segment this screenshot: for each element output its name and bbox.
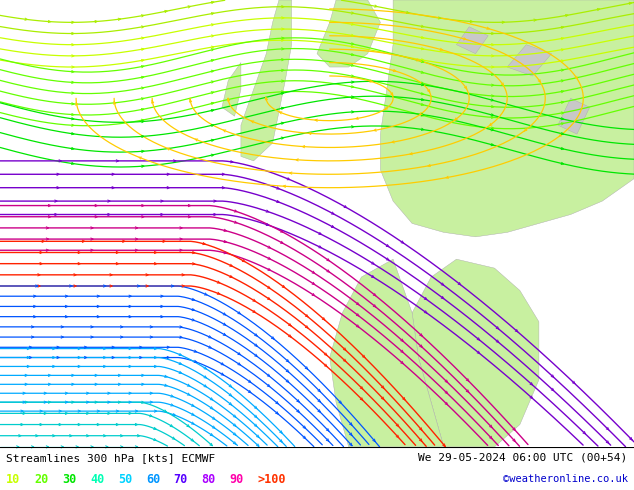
Text: 20: 20 bbox=[34, 473, 48, 486]
Polygon shape bbox=[507, 45, 552, 76]
Polygon shape bbox=[558, 98, 590, 134]
Text: >100: >100 bbox=[257, 473, 286, 486]
Text: 70: 70 bbox=[174, 473, 188, 486]
Polygon shape bbox=[456, 27, 488, 53]
Polygon shape bbox=[380, 0, 634, 237]
Polygon shape bbox=[330, 259, 444, 447]
Text: We 29-05-2024 06:00 UTC (00+54): We 29-05-2024 06:00 UTC (00+54) bbox=[418, 453, 628, 463]
Polygon shape bbox=[317, 0, 380, 67]
Polygon shape bbox=[241, 0, 292, 161]
Polygon shape bbox=[222, 63, 241, 116]
Text: 40: 40 bbox=[90, 473, 104, 486]
Text: 60: 60 bbox=[146, 473, 160, 486]
Text: 10: 10 bbox=[6, 473, 20, 486]
Text: Streamlines 300 hPa [kts] ECMWF: Streamlines 300 hPa [kts] ECMWF bbox=[6, 453, 216, 463]
Text: 50: 50 bbox=[118, 473, 132, 486]
Text: ©weatheronline.co.uk: ©weatheronline.co.uk bbox=[503, 474, 628, 484]
Polygon shape bbox=[412, 259, 539, 447]
Text: 30: 30 bbox=[62, 473, 76, 486]
Text: 90: 90 bbox=[230, 473, 243, 486]
Text: 80: 80 bbox=[202, 473, 216, 486]
